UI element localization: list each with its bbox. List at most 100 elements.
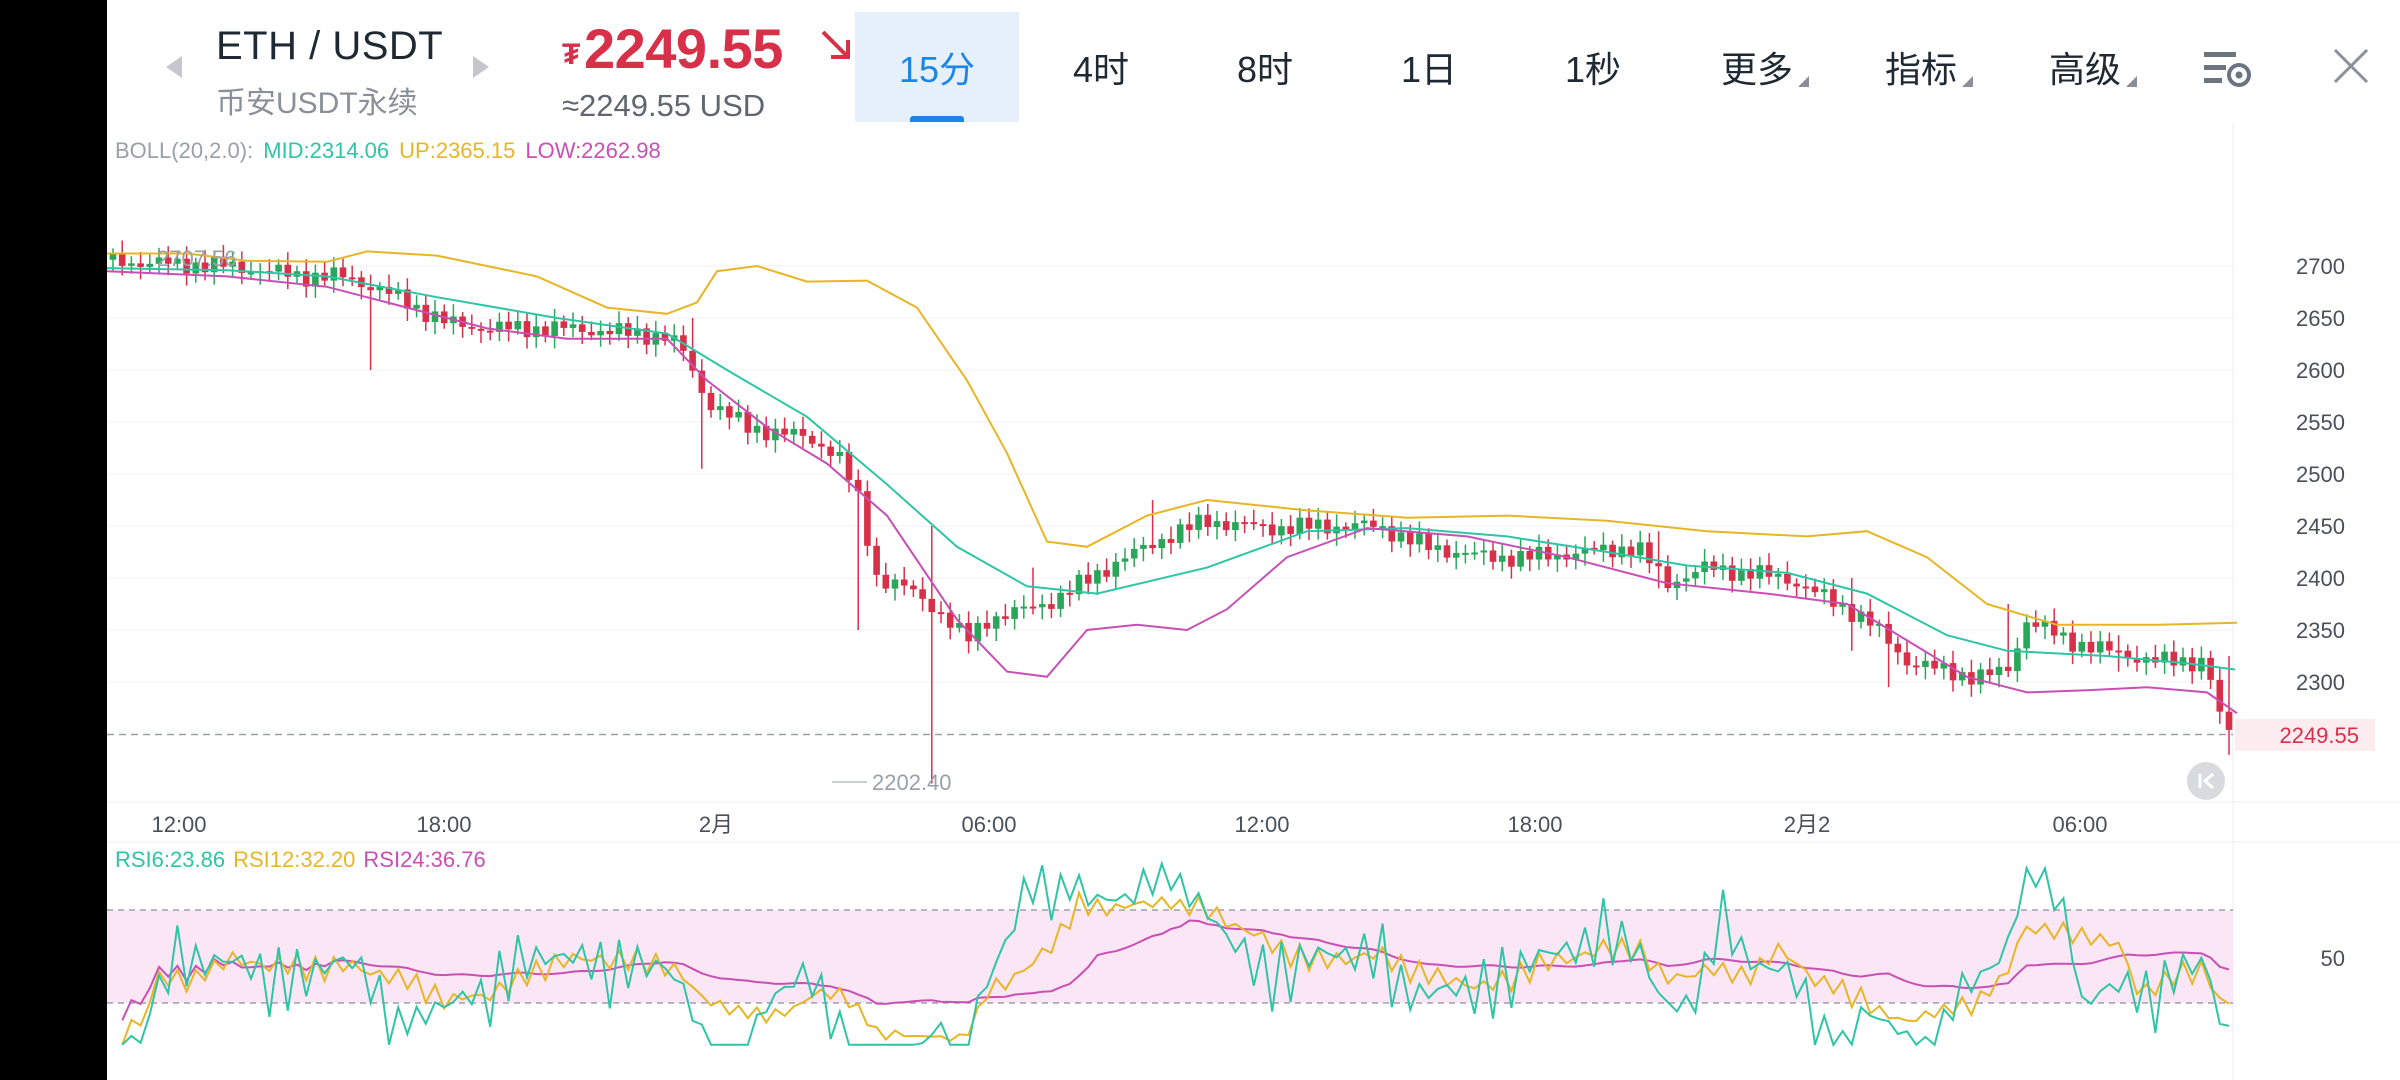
candle-body <box>1655 563 1662 567</box>
candle-body <box>1241 522 1248 525</box>
candle-body <box>2225 711 2233 730</box>
candle-body <box>1977 669 1984 685</box>
candle-body <box>1416 533 1423 545</box>
price-axis-label: 2600 <box>2296 358 2345 383</box>
candle-body <box>1508 555 1515 567</box>
candle-body <box>2078 641 2086 652</box>
tab-indicators[interactable]: 指标 <box>1839 12 2003 122</box>
candle-body <box>247 272 255 275</box>
candle-body <box>597 330 604 336</box>
candle-body <box>974 622 982 642</box>
candle-body <box>864 491 871 546</box>
candle-body <box>1112 561 1120 577</box>
candle-body <box>1084 574 1092 584</box>
candle-body <box>1922 660 1929 668</box>
candle-body <box>1572 553 1580 560</box>
tab-more[interactable]: 更多 <box>1675 12 1839 122</box>
candle-body <box>514 321 522 330</box>
candle-body <box>1609 544 1616 558</box>
candle-body <box>2014 648 2021 672</box>
candle-body <box>1811 586 1819 593</box>
candle-body <box>1011 607 1018 619</box>
candle-body <box>1535 546 1543 560</box>
scroll-to-latest-button[interactable] <box>2187 762 2225 800</box>
candle-body <box>615 323 623 335</box>
time-axis-label: 18:00 <box>1507 812 1562 837</box>
tab-15m[interactable]: 15分 <box>855 12 1019 122</box>
candle-body <box>1434 545 1442 550</box>
candle-body <box>2115 650 2122 653</box>
candle-body <box>1802 586 1810 589</box>
tab-8h[interactable]: 8时 <box>1183 12 1347 122</box>
candle-body <box>1425 533 1432 550</box>
candle-body <box>1912 665 1920 668</box>
chart-settings-icon[interactable] <box>2202 48 2252 90</box>
candle-body <box>1075 574 1083 595</box>
candle-body <box>431 311 439 322</box>
candle-body <box>1029 606 1037 609</box>
candle-body <box>1636 542 1644 556</box>
tab-1s[interactable]: 1秒 <box>1511 12 1675 122</box>
candle-body <box>2124 650 2132 659</box>
candle-body <box>1839 604 1846 607</box>
pair-title[interactable]: ETH / USDT <box>216 24 444 68</box>
candle-body <box>284 264 292 277</box>
candle-body <box>1710 561 1718 570</box>
candle-body <box>827 446 834 456</box>
candle-body <box>1627 546 1635 556</box>
candle-body <box>1314 519 1322 529</box>
tab-label: 1日 <box>1400 49 1458 90</box>
high-price-marker: 2707.56 <box>157 246 237 271</box>
candle-body <box>1038 604 1046 608</box>
candle-body <box>238 261 246 273</box>
candle-body <box>1388 526 1396 542</box>
candle-body <box>772 428 779 441</box>
candle-body <box>1940 663 1948 669</box>
candle-body <box>1756 565 1764 579</box>
dropdown-icon <box>1962 76 1973 87</box>
candle-body <box>1176 524 1184 543</box>
tab-label: 15分 <box>898 49 976 90</box>
candle-body <box>726 406 733 418</box>
candle-body <box>569 324 577 328</box>
price-axis-label: 2450 <box>2296 514 2345 539</box>
price-usd: ≈2249.55 USD <box>562 88 766 123</box>
rsi-band <box>107 910 2233 1003</box>
candle-body <box>1480 550 1488 553</box>
next-pair-button[interactable] <box>469 52 493 82</box>
candle-body <box>1747 568 1754 579</box>
candle-body <box>1471 552 1478 555</box>
candle-body <box>155 257 163 264</box>
candle-body <box>1057 592 1064 609</box>
candle-body <box>1581 547 1589 554</box>
close-icon[interactable] <box>2331 46 2371 86</box>
tab-1d[interactable]: 1日 <box>1347 12 1511 122</box>
candle-body <box>468 326 476 329</box>
candle-body <box>1296 517 1304 534</box>
tab-4h[interactable]: 4时 <box>1019 12 1183 122</box>
candle-body <box>1195 514 1202 530</box>
price-axis-label: 2350 <box>2296 618 2345 643</box>
candle-body <box>2087 641 2095 653</box>
boll-mid-line <box>107 267 2236 671</box>
candle-body <box>1517 551 1524 567</box>
candle-body <box>1894 643 1902 653</box>
chart-canvas[interactable]: 2700 2650 2600 2550 2500 2450 2400 2350 2300 12:0… <box>107 0 2400 1080</box>
tab-advanced[interactable]: 高级 <box>2003 12 2167 122</box>
candle-body <box>560 321 568 328</box>
candle-body <box>1784 573 1791 584</box>
candle-body <box>2161 651 2168 663</box>
candle-body <box>1664 566 1672 589</box>
candle-body <box>983 622 991 629</box>
tab-label: 1秒 <box>1564 49 1622 90</box>
prev-pair-button[interactable] <box>162 52 186 82</box>
candle-body <box>1554 554 1561 560</box>
rsi6-value: RSI6:23.86 <box>115 847 226 872</box>
candle-body <box>532 326 540 338</box>
candle-body <box>707 392 715 411</box>
boll-legend: BOLL(20,2.0): MID:2314.06 UP:2365.15 LOW:22… <box>115 138 671 164</box>
candle-body <box>220 256 227 267</box>
candle-body <box>735 412 742 418</box>
candle-body <box>1728 565 1736 581</box>
candle-body <box>836 451 844 456</box>
